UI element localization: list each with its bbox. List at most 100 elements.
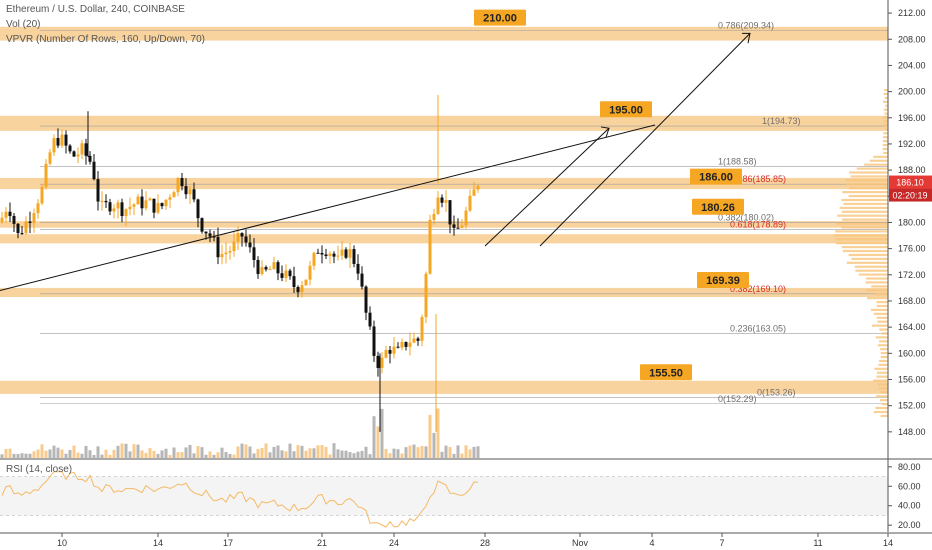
volume-bar-96 [384,448,388,458]
volume-indicator-label[interactable]: Vol (20) [6,19,41,30]
candle-body-103 [412,338,416,343]
volume-bar-66 [264,443,268,458]
candle-body-72 [288,270,292,277]
volume-bar-62 [248,446,252,458]
volume-bar-115 [460,453,464,458]
arrow-line-2 [539,33,751,247]
vpvr-row-61 [850,175,888,178]
rsi-indicator-label[interactable]: RSI (14, close) [6,464,73,475]
vpvr-row-74 [882,124,888,127]
candle-body-91 [364,286,368,313]
candle-body-7 [28,221,32,223]
vpvr-row-35 [866,277,888,280]
candle-body-101 [404,341,408,347]
symbol-title[interactable]: Ethereum / U.S. Dollar, 240, COINBASE [6,4,185,15]
candle-body-31 [124,209,128,217]
vpvr-row-10 [876,375,888,378]
candle-body-109 [436,197,440,214]
volume-bar-39 [156,453,160,458]
vpvr-row-30 [867,297,888,300]
volume-bar-38 [152,450,156,458]
vpvr-row-6 [880,391,888,394]
volume-bar-88 [352,453,356,458]
candle-body-51 [204,231,208,234]
fib-label-7: 0.236(163.05) [730,323,786,333]
volume-bar-99 [396,449,400,458]
callout-box-5 [640,364,692,381]
fib-label-8: 0(153.26) [757,387,796,397]
volume-bar-17 [68,449,72,458]
volume-bar-55 [220,447,224,458]
volume-bar-24 [96,446,100,458]
candle-body-70 [280,273,284,278]
vpvr-indicator-label[interactable]: VPVR (Number Of Rows, 160, Up/Down, 70) [6,34,205,45]
candle-body-76 [304,279,308,286]
candle-body-15 [60,134,64,146]
candle-body-16 [64,134,68,146]
volume-bar-42 [168,454,172,458]
candle-body-65 [260,267,264,274]
zone-2 [0,177,888,190]
volume-bar-21 [84,445,88,458]
vpvr-row-36 [858,273,888,276]
candle-body-36 [144,200,148,209]
vpvr-row-62 [849,171,888,174]
vpvr-row-23 [871,324,888,327]
vpvr-row-79 [885,104,888,107]
volume-bar-91 [364,446,368,458]
vpvr-row-66 [873,155,888,158]
time-tick-label-0: 10 [57,538,67,548]
callout-box-4 [697,272,749,289]
volume-bar-23 [92,454,96,458]
candle-body-82 [328,253,332,257]
volume-bar-93 [372,416,376,458]
volume-bar-100 [400,453,404,458]
vpvr-row-20 [875,336,888,339]
volume-bar-67 [268,452,272,458]
volume-bar-89 [356,451,360,458]
callout-text-2: 186.00 [699,172,733,184]
volume-bar-16 [64,453,68,458]
vpvr-row-5 [875,395,888,398]
arrow-line-1 [484,127,610,247]
candle-body-50 [200,218,204,232]
vpvr-row-29 [876,300,888,304]
volume-bar-18 [72,445,76,458]
callout-text-5: 155.50 [649,367,683,379]
candle-body-24 [96,179,100,202]
volume-bar-98 [392,448,396,458]
volume-bar-72 [288,443,292,458]
vpvr-row-9 [872,379,888,382]
volume-bar-95 [380,408,384,458]
candle-body-3 [12,215,16,224]
vpvr-row-34 [865,281,888,284]
volume-bar-25 [100,454,104,458]
rsi-line [1,471,479,528]
volume-bar-108 [432,432,436,458]
rsi-tick-label-3: 20.00 [898,520,921,530]
volume-bar-75 [300,445,304,458]
countdown-text: 02:20:19 [892,191,927,201]
candle-body-118 [472,189,476,196]
arrow-head-1 [600,126,610,138]
candle-body-87 [348,249,352,258]
vpvr-row-3 [881,403,888,406]
volume-bar-116 [464,445,468,458]
vpvr-row-78 [883,108,888,111]
candle-body-100 [400,341,404,348]
candle-body-119 [476,185,480,190]
candle-body-32 [128,206,132,210]
candle-body-19 [76,154,80,157]
volume-bar-33 [132,444,136,458]
volume-bar-84 [336,449,340,458]
candle-body-23 [92,161,96,180]
candle-body-73 [292,276,296,288]
volume-bar-77 [308,448,312,458]
candle-body-61 [244,236,248,243]
candle-body-107 [428,219,432,274]
volume-bar-54 [216,452,220,458]
volume-bar-29 [116,445,120,458]
vpvr-row-64 [864,163,888,166]
candle-body-97 [388,349,392,354]
